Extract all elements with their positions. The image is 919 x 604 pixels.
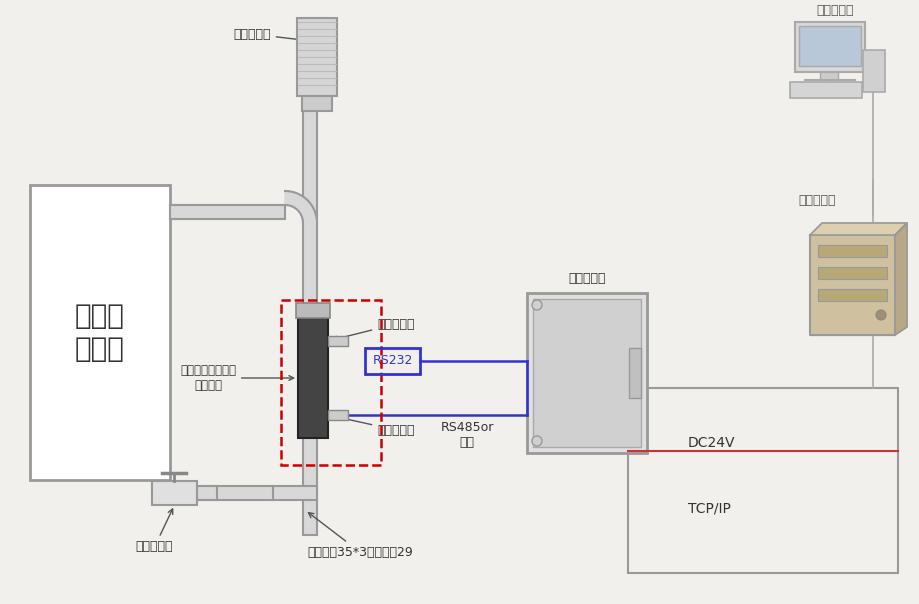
Bar xyxy=(170,205,285,219)
Bar xyxy=(817,289,886,301)
Text: 对接油管35*3，内径为29: 对接油管35*3，内径为29 xyxy=(307,513,413,559)
Bar xyxy=(298,318,328,438)
Bar xyxy=(302,95,317,535)
Polygon shape xyxy=(809,235,894,335)
Bar xyxy=(629,348,641,398)
Bar xyxy=(170,486,273,500)
Bar xyxy=(301,96,332,111)
Bar xyxy=(798,26,860,66)
Bar xyxy=(628,388,897,573)
Bar xyxy=(280,300,380,465)
Bar xyxy=(152,481,197,505)
Text: 监控工作站: 监控工作站 xyxy=(815,4,853,16)
Bar xyxy=(365,348,420,374)
Text: RS485or
网口: RS485or 网口 xyxy=(440,421,494,449)
Circle shape xyxy=(531,436,541,446)
Bar xyxy=(273,486,317,500)
Bar xyxy=(328,336,347,346)
Text: 数据采集器: 数据采集器 xyxy=(568,272,605,286)
Circle shape xyxy=(875,310,885,320)
Text: 此处采用可对接安
装的方式: 此处采用可对接安 装的方式 xyxy=(180,364,293,392)
Polygon shape xyxy=(894,223,906,335)
Text: DC24V: DC24V xyxy=(687,436,734,450)
Bar xyxy=(789,82,861,98)
Bar xyxy=(197,486,217,500)
Bar xyxy=(328,410,347,420)
Circle shape xyxy=(531,300,541,310)
Text: 底部出油口: 底部出油口 xyxy=(136,509,173,553)
Text: 水分传感器: 水分传感器 xyxy=(332,318,414,341)
Bar xyxy=(862,50,884,92)
Bar xyxy=(817,267,886,279)
Bar xyxy=(152,486,170,500)
Bar xyxy=(532,299,641,447)
Bar xyxy=(297,18,336,96)
Bar xyxy=(794,22,864,72)
Bar xyxy=(819,72,837,80)
Bar xyxy=(296,303,330,318)
Bar xyxy=(30,185,170,480)
Text: 磨损传感器: 磨损传感器 xyxy=(332,414,414,437)
Polygon shape xyxy=(285,191,317,223)
Bar xyxy=(817,245,886,257)
Text: 数据服务器: 数据服务器 xyxy=(798,194,835,208)
Text: 过滤器油泵: 过滤器油泵 xyxy=(233,28,333,45)
Bar xyxy=(527,293,646,453)
Text: RS232: RS232 xyxy=(372,355,413,367)
Text: 待测设
备油箱: 待测设 备油箱 xyxy=(75,302,125,362)
Polygon shape xyxy=(809,223,906,235)
Text: TCP/IP: TCP/IP xyxy=(687,501,730,515)
